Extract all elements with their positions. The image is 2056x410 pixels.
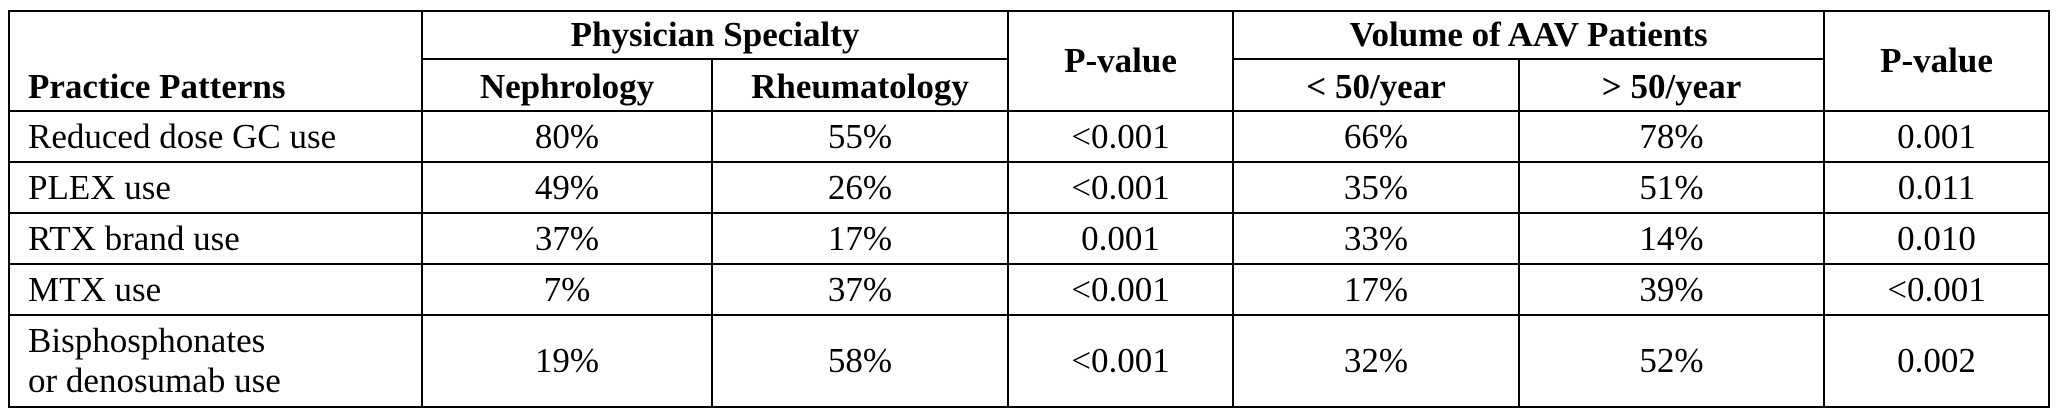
table-row: Bisphosphonates or denosumab use 19% 58% …	[8, 314, 2051, 408]
p-value-volume: 0.001	[1823, 110, 2051, 163]
p-value-specialty: <0.001	[1007, 161, 1234, 214]
header-nephrology: Nephrology	[421, 58, 713, 112]
practice-pattern-label: MTX use	[8, 263, 423, 316]
lt-50-value: 35%	[1232, 161, 1520, 214]
nephrology-value: 80%	[421, 110, 713, 163]
practice-patterns-table: Physician Specialty P-value Volume of AA…	[8, 10, 2051, 408]
nephrology-value: 37%	[421, 212, 713, 265]
header-p-value-volume: P-value	[1823, 10, 2051, 112]
p-value-volume: 0.011	[1823, 161, 2051, 214]
lt-50-value: 66%	[1232, 110, 1520, 163]
practice-pattern-label: Bisphosphonates or denosumab use	[8, 314, 423, 408]
header-corner-cell	[8, 10, 423, 59]
lt-50-value: 32%	[1232, 314, 1520, 408]
header-volume-aav-patients: Volume of AAV Patients	[1231, 10, 1826, 60]
p-value-volume: 0.002	[1823, 314, 2051, 408]
rheumatology-value: 26%	[711, 161, 1009, 214]
header-row-groups: Physician Specialty P-value Volume of AA…	[8, 10, 2051, 112]
gt-50-value: 51%	[1517, 161, 1826, 214]
nephrology-value: 7%	[421, 263, 713, 316]
rheumatology-value: 55%	[711, 110, 1009, 163]
table-row: Reduced dose GC use 80% 55% <0.001 66% 7…	[8, 110, 2051, 163]
header-rheumatology: Rheumatology	[711, 58, 1009, 112]
nephrology-value: 19%	[421, 314, 713, 408]
rheumatology-value: 17%	[711, 212, 1009, 265]
lt-50-value: 17%	[1232, 263, 1520, 316]
p-value-specialty: <0.001	[1007, 263, 1234, 316]
header-practice-patterns: Practice Patterns	[8, 59, 423, 112]
header-lt-50-year: < 50/year	[1232, 58, 1520, 112]
header-gt-50-year: > 50/year	[1517, 58, 1826, 112]
gt-50-value: 52%	[1517, 314, 1826, 408]
header-physician-specialty: Physician Specialty	[421, 10, 1009, 60]
practice-pattern-label: PLEX use	[8, 161, 423, 214]
lt-50-value: 33%	[1232, 212, 1520, 265]
p-value-volume: 0.010	[1823, 212, 2051, 265]
rheumatology-value: 37%	[711, 263, 1009, 316]
table-row: RTX brand use 37% 17% 0.001 33% 14% 0.01…	[8, 212, 2051, 265]
p-value-specialty: <0.001	[1007, 314, 1234, 408]
gt-50-value: 78%	[1517, 110, 1826, 163]
header-p-value-specialty: P-value	[1007, 10, 1234, 112]
practice-pattern-label: Reduced dose GC use	[8, 110, 423, 163]
p-value-specialty: 0.001	[1007, 212, 1234, 265]
p-value-specialty: <0.001	[1007, 110, 1234, 163]
rheumatology-value: 58%	[711, 314, 1009, 408]
nephrology-value: 49%	[421, 161, 713, 214]
gt-50-value: 39%	[1517, 263, 1826, 316]
table-row: PLEX use 49% 26% <0.001 35% 51% 0.011	[8, 161, 2051, 214]
header-row-subgroups: Practice Patterns Nephrology Rheumatolog…	[8, 58, 2049, 112]
p-value-volume: <0.001	[1823, 263, 2051, 316]
practice-pattern-label-line2: or denosumab use	[28, 361, 281, 400]
gt-50-value: 14%	[1517, 212, 1826, 265]
practice-pattern-label: RTX brand use	[8, 212, 423, 265]
table-row: MTX use 7% 37% <0.001 17% 39% <0.001	[8, 263, 2051, 316]
practice-pattern-label-line1: Bisphosphonates	[28, 321, 266, 360]
